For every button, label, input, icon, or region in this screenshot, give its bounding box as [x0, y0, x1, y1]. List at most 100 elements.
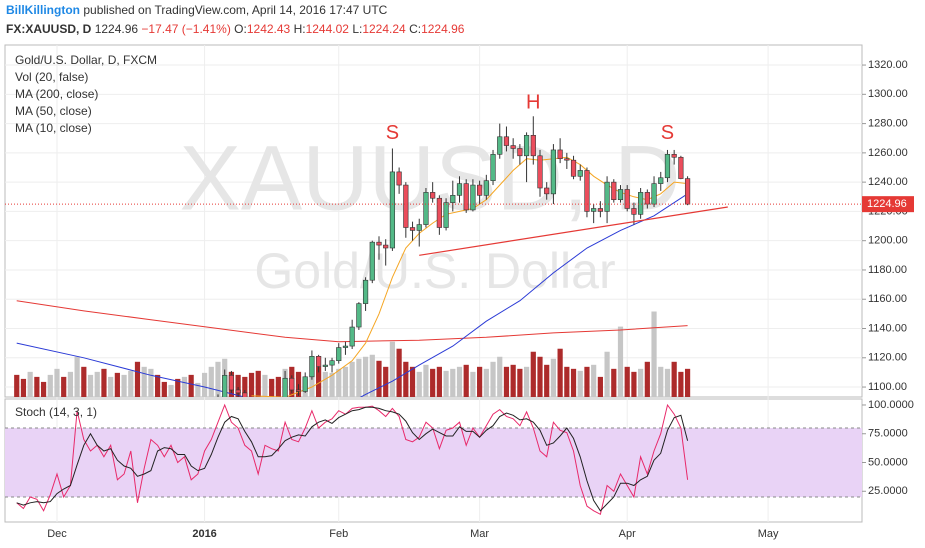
volume-bar: [201, 372, 208, 397]
c-label: C:: [409, 22, 421, 36]
candle-body: [624, 189, 630, 209]
volume-bar: [664, 368, 671, 397]
volume-bar: [557, 348, 563, 397]
o-label: O:: [234, 22, 247, 36]
volume-bar: [550, 358, 557, 397]
volume-bar: [523, 366, 530, 397]
volume-bar: [383, 366, 389, 397]
candle-body: [617, 189, 624, 201]
y-tick-label: 1300.00: [868, 88, 908, 100]
h-label: H:: [294, 22, 306, 36]
candle-body: [510, 145, 516, 149]
ma-line: [16, 300, 688, 343]
volume-bar: [316, 366, 322, 397]
candle-body: [242, 392, 248, 397]
volume-bar: [584, 366, 590, 397]
candle-body: [678, 156, 684, 179]
y-tick-label: 25.0000: [868, 485, 908, 497]
candle-body: [490, 154, 496, 181]
o-value: 1242.43: [247, 22, 291, 36]
volume-bar: [638, 368, 644, 397]
candle-body: [295, 389, 302, 392]
volume-bar: [591, 364, 597, 397]
author[interactable]: BillKillington: [6, 3, 80, 17]
volume-bar: [195, 382, 201, 397]
volume-bar: [456, 366, 463, 397]
volume-bar: [678, 371, 684, 397]
legend-entry: MA (10, close): [15, 121, 92, 135]
y-tick-label: 1140.00: [868, 322, 907, 334]
candle-body: [503, 136, 510, 146]
volume-bar: [430, 368, 436, 397]
l-label: L:: [352, 22, 362, 36]
candle-body: [651, 183, 657, 205]
volume-bar: [570, 368, 577, 397]
pattern-label: S: [661, 122, 674, 144]
symbol: FX:XAUUSD, D: [6, 22, 92, 36]
c-value: 1224.96: [421, 22, 465, 36]
volume-bar: [423, 364, 429, 397]
volume-bar: [671, 361, 677, 397]
candle-body: [450, 195, 456, 203]
last: 1224.96: [95, 22, 139, 36]
volume-bar: [248, 372, 255, 397]
y-tick-label: 1180.00: [868, 264, 907, 276]
candle-body: [611, 181, 617, 201]
volume-bar: [81, 366, 87, 397]
volume-bar: [510, 364, 516, 397]
candle-body: [557, 149, 563, 160]
y-tick-label: 1280.00: [868, 118, 908, 130]
volume-bar: [342, 366, 349, 397]
volume-bar: [389, 341, 396, 397]
volume-bar: [537, 356, 543, 397]
volume-bar: [141, 366, 147, 397]
volume-bar: [161, 381, 167, 397]
legend-entry: Vol (20, false): [15, 70, 88, 84]
neckline: [419, 206, 728, 256]
volume-bar: [470, 371, 476, 397]
y-tick-label: 75.0000: [868, 428, 908, 440]
candle-body: [577, 170, 583, 177]
published: published on TradingView.com, April 14, …: [83, 3, 387, 17]
volume-bar: [255, 370, 261, 397]
volume-bar: [47, 374, 53, 397]
candle-body: [604, 181, 610, 212]
volume-bar: [490, 361, 496, 397]
h-value: 1244.02: [306, 22, 350, 36]
y-tick-label: 1200.00: [868, 235, 908, 247]
candle-body: [235, 389, 241, 394]
volume-bar: [54, 368, 60, 397]
last-price-label: 1224.96: [867, 198, 907, 210]
symbol-line: FX:XAUUSD, D 1224.96 −17.47 (−1.41%) O:1…: [6, 22, 465, 36]
volume-bar: [269, 378, 275, 397]
volume-bar: [497, 356, 503, 397]
legend-entry: MA (200, close): [15, 87, 98, 101]
volume-bar: [463, 364, 469, 397]
volume-bar: [40, 381, 47, 397]
watermark-symbol: XAUUSD, D: [180, 127, 681, 229]
legend-entry: MA (50, close): [15, 104, 92, 118]
ma-line: [16, 193, 688, 397]
volume-bar: [651, 311, 657, 397]
candle-body: [671, 154, 677, 158]
candle-body: [282, 377, 288, 397]
volume-bar: [617, 326, 624, 397]
volume-bar: [403, 361, 409, 397]
volume-bar: [114, 372, 120, 397]
volume-bar: [631, 371, 637, 397]
volume-bar: [208, 366, 214, 397]
candle-body: [537, 155, 543, 189]
volume-bar: [517, 368, 523, 397]
volume-bar: [168, 384, 174, 397]
pattern-label: S: [386, 122, 399, 144]
x-tick-label: Mar: [470, 528, 489, 540]
volume-bar: [175, 378, 181, 397]
candle-body: [544, 187, 550, 195]
candle-body: [409, 227, 416, 231]
candle-body: [584, 170, 590, 212]
volume-bar: [67, 371, 74, 397]
volume-bar: [396, 348, 402, 397]
volume-bar: [61, 376, 67, 397]
candle-body: [423, 192, 429, 225]
